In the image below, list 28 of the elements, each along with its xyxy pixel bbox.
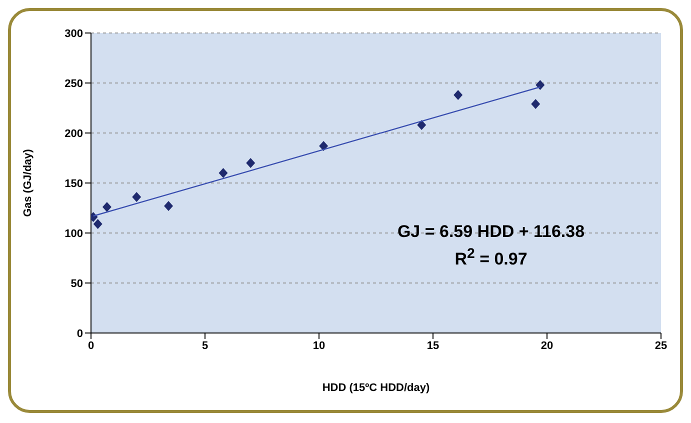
x-axis-title: HDD (15ºC HDD/day) (322, 382, 430, 394)
point (102, 202, 112, 212)
annotation: R$^{2}$ = 0.97 (454, 245, 528, 271)
point (454, 90, 463, 100)
x-tick-label: 0 (88, 340, 94, 352)
y-tick-label: 150 (64, 178, 83, 190)
point (246, 158, 256, 168)
y-tick-label: 300 (64, 28, 83, 40)
y-tick-label: 50 (70, 278, 83, 290)
x-tick-label: 25 (654, 340, 668, 352)
y-tick-label: 250 (64, 78, 83, 90)
x-tick-label: 20 (540, 340, 554, 352)
annotation: GJ = 6.59 HDD + 116.38 (396, 221, 586, 243)
point (218, 168, 228, 178)
point (132, 192, 142, 202)
point (536, 80, 545, 90)
y-tick-label: 100 (64, 228, 83, 240)
y-axis-title: Gas (GJ/day) (22, 148, 34, 217)
x-tick-label: 15 (426, 340, 440, 352)
x-tick-label: 10 (312, 340, 326, 352)
y-tick-label: 0 (76, 328, 83, 340)
point (164, 201, 174, 211)
y-tick-label: 200 (64, 128, 83, 140)
point (531, 99, 540, 109)
point (93, 219, 102, 229)
point (319, 141, 328, 151)
point (417, 120, 426, 130)
x-tick-label: 5 (202, 340, 208, 352)
